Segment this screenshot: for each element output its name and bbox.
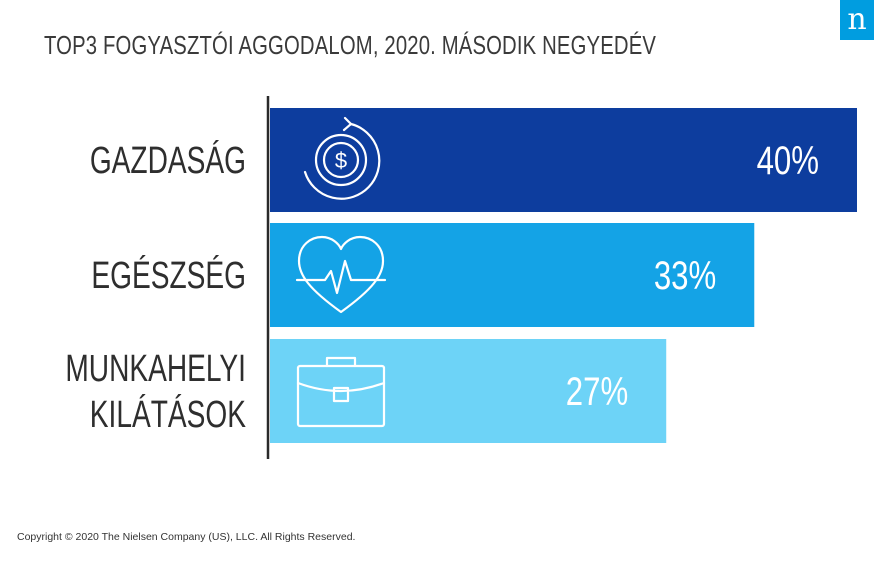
category-label-1-0: EGÉSZSÉG [91, 255, 246, 297]
value-label-0: 40% [757, 138, 819, 183]
logo-letter: n [847, 2, 867, 37]
briefcase-icon [296, 356, 386, 428]
dollar-cycle-icon: $ [303, 116, 381, 200]
category-label-2-0: MUNKAHELYI [65, 348, 246, 390]
copyright-text: Copyright © 2020 The Nielsen Company (US… [17, 531, 356, 543]
chart-title: TOP3 FOGYASZTÓI AGGODALOM, 2020. MÁSODIK… [44, 30, 657, 60]
category-label-0-0: GAZDASÁG [90, 140, 246, 182]
value-label-2: 27% [566, 369, 628, 414]
category-label-2-1: KILÁTÁSOK [90, 394, 246, 436]
bar-0 [270, 108, 857, 212]
value-label-1: 33% [654, 253, 716, 298]
heart-pulse-icon [295, 235, 387, 314]
nielsen-logo-icon: n [840, 0, 874, 40]
bars-group: $40% GAZDASÁG 33% EGÉSZSÉG 27% MUNKAHELYIKILÁ… [65, 108, 857, 443]
svg-text:$: $ [335, 148, 347, 173]
